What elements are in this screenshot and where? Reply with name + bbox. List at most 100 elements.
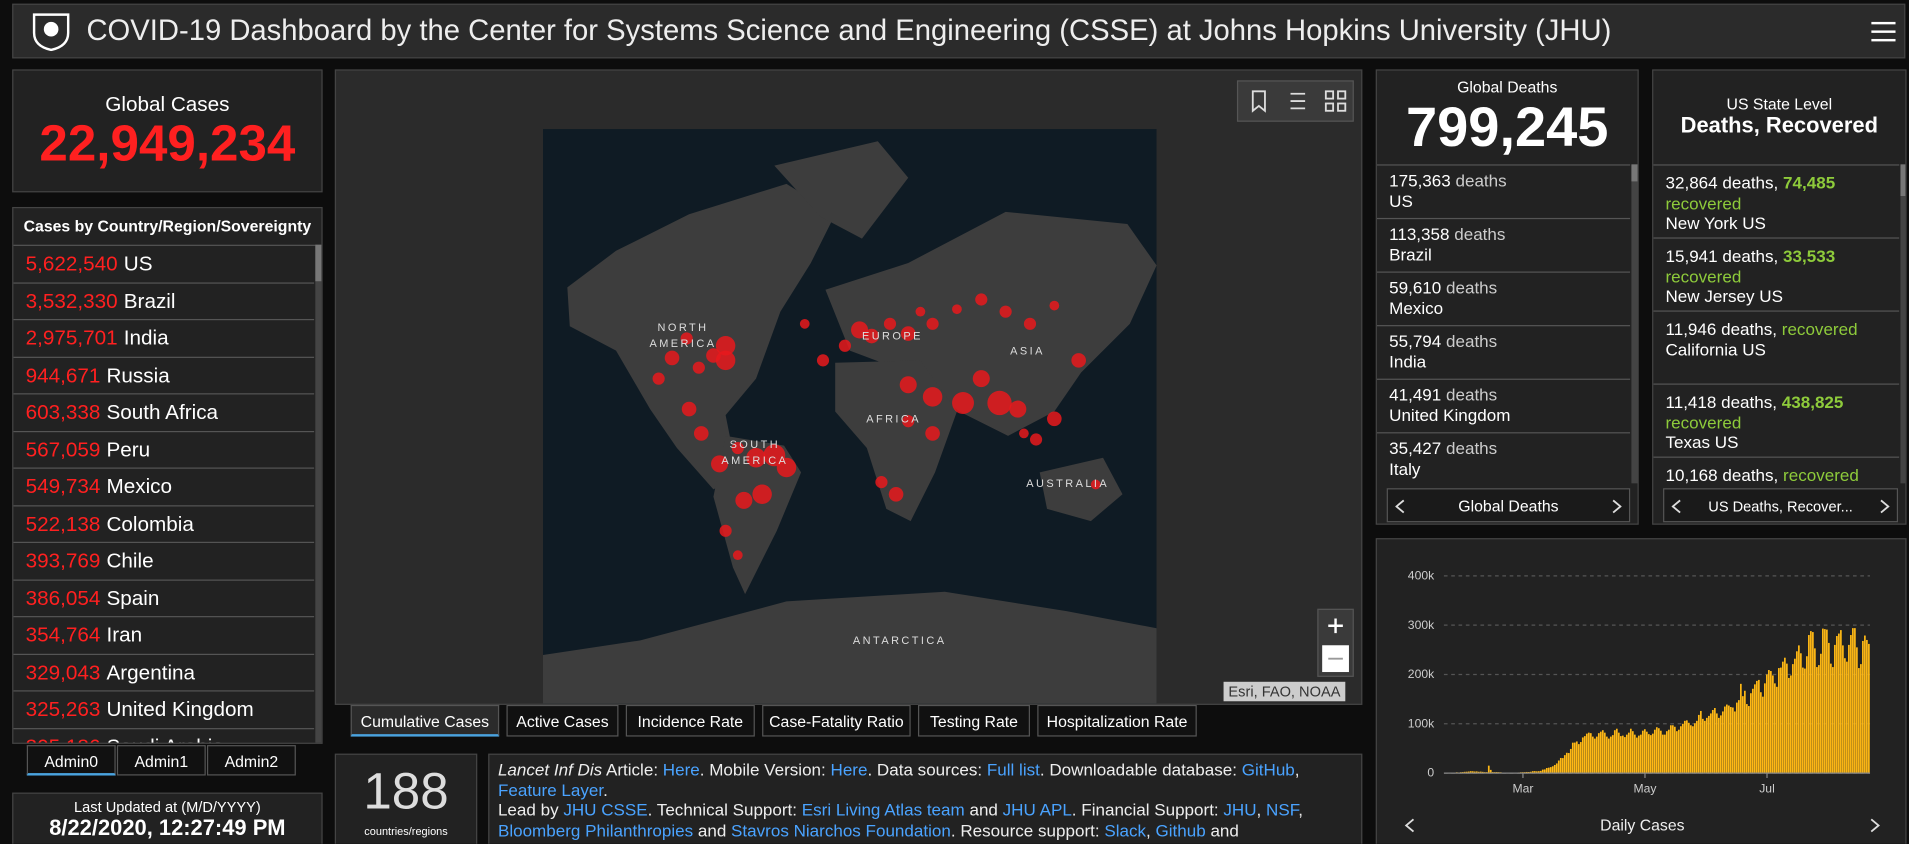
admin-tab[interactable]: Admin2: [206, 745, 296, 776]
country-row: 3,532,330 Brazil: [13, 283, 315, 321]
country-row: 944,671 Russia: [13, 357, 315, 395]
next-button[interactable]: [1880, 499, 1890, 514]
bar: [1631, 731, 1634, 774]
map-dot: [888, 486, 904, 502]
state-deaths-unit: deaths,: [1721, 392, 1778, 412]
bar: [1858, 668, 1860, 774]
global-deaths-value: 799,245: [1406, 94, 1609, 159]
bar: [1812, 632, 1814, 774]
deaths-row: 35,427 deaths Italy: [1377, 433, 1630, 484]
menu-button[interactable]: [1871, 19, 1896, 43]
info-text: ,: [1146, 819, 1156, 840]
bar: [1711, 709, 1714, 774]
state-recovered-unit: recovered: [1783, 465, 1859, 485]
bar: [1655, 727, 1658, 774]
map-label: ASIA: [1010, 344, 1045, 357]
map-labels: NORTH AMERICA EUROPE ASIA AFRICA SOUTH AMERI…: [543, 129, 1157, 704]
country-row: 5,622,540 US: [13, 246, 315, 284]
map-toolbar[interactable]: [1236, 80, 1354, 122]
scrollbar[interactable]: [315, 244, 322, 743]
map-dot: [972, 370, 990, 388]
info-link[interactable]: Here: [830, 759, 868, 780]
info-link[interactable]: JHU: [1223, 799, 1257, 820]
bar: [1641, 730, 1644, 774]
info-link[interactable]: Slack: [1104, 819, 1147, 840]
admin-tab[interactable]: Admin0: [26, 745, 116, 776]
info-link[interactable]: Stavros Niarchos Foundation: [731, 819, 951, 840]
bar: [1665, 731, 1668, 774]
map-label: EUROPE: [861, 329, 923, 343]
zoom-icons[interactable]: [1319, 610, 1353, 676]
map[interactable]: [542, 129, 1157, 705]
map-tool-icons[interactable]: [1238, 82, 1352, 121]
bar: [1677, 729, 1680, 774]
info-link[interactable]: Feature Layer: [497, 779, 604, 800]
country-count: 522,138: [25, 511, 101, 536]
bar: [1701, 718, 1704, 774]
scrollbar[interactable]: [1900, 164, 1906, 484]
map-tab[interactable]: Hospitalization Rate: [1037, 704, 1197, 737]
bar: [1661, 734, 1664, 774]
x-tick-label: May: [1633, 782, 1657, 796]
info-link[interactable]: GitHub: [1241, 759, 1295, 780]
deaths-row: 59,610 deaths Mexico: [1376, 273, 1631, 327]
prev-button[interactable]: [1671, 499, 1682, 514]
country-count: 3,532,330: [25, 289, 118, 313]
bar: [1695, 720, 1698, 774]
state-line: 10,168 deaths, recovered: [1665, 465, 1887, 484]
info-link[interactable]: Bloomberg Philanthropies: [497, 819, 694, 840]
map-attribution: Esri, FAO, NOAA: [1223, 681, 1346, 702]
bar: [1820, 653, 1822, 774]
state-row: 11,418 deaths, 438,825 recovered Texas US: [1653, 385, 1900, 458]
country-count: 305,186: [26, 735, 101, 743]
info-text: . Technical Support:: [647, 799, 802, 820]
info-link[interactable]: Full list: [986, 759, 1040, 780]
map-tab[interactable]: Active Cases: [506, 704, 619, 737]
map-dot: [900, 326, 916, 341]
info-link[interactable]: JHU APL: [1002, 799, 1072, 820]
info-link[interactable]: Here: [662, 759, 700, 780]
bar: [1591, 736, 1594, 774]
bar: [1619, 736, 1622, 774]
last-updated-panel: Last Updated at (M/D/YYYY) 8/22/2020, 12…: [12, 792, 323, 844]
map-tab[interactable]: Testing Rate: [917, 704, 1030, 737]
state-deaths: 11,946: [1665, 318, 1717, 339]
country-count: 329,043: [25, 660, 101, 684]
next-button[interactable]: [1870, 818, 1880, 833]
deaths-count: 175,363: [1389, 170, 1451, 190]
info-link[interactable]: Github: [1155, 819, 1206, 840]
bar: [1651, 733, 1654, 774]
info-link[interactable]: JHU CSSE: [563, 799, 648, 820]
bar: [1836, 636, 1838, 774]
bar: [1802, 667, 1804, 774]
bar: [1555, 763, 1558, 774]
deaths-line: 59,610 deaths: [1389, 278, 1618, 298]
map-tab[interactable]: Cumulative Cases: [350, 704, 500, 737]
prev-button[interactable]: [1404, 818, 1415, 833]
admin-tab[interactable]: Admin1: [116, 745, 206, 776]
info-text: ,: [1298, 799, 1303, 820]
next-button[interactable]: [1612, 499, 1622, 514]
info-link[interactable]: Esri Living Atlas team: [801, 799, 965, 820]
scrollbar[interactable]: [1631, 164, 1638, 484]
bar: [1691, 726, 1694, 774]
state-line: 15,941 deaths, 33,533 recovered: [1665, 246, 1887, 286]
bar: [1607, 738, 1610, 774]
zoom-control[interactable]: [1317, 608, 1354, 677]
bar: [1762, 696, 1764, 774]
global-cases-value: 22,949,234: [39, 114, 296, 172]
bar: [1557, 760, 1560, 774]
bar: [1559, 757, 1562, 774]
state-line: 11,946 deaths, recovered: [1665, 319, 1887, 339]
country-count: 549,734: [25, 474, 101, 498]
map-dot: [926, 317, 939, 330]
bar: [1605, 736, 1608, 774]
bar: [1569, 748, 1572, 774]
map-tab[interactable]: Case-Fatality Ratio: [762, 704, 911, 737]
info-link[interactable]: NSF: [1266, 799, 1299, 820]
prev-button[interactable]: [1395, 499, 1405, 514]
bar: [1623, 737, 1626, 774]
bar: [1637, 735, 1640, 774]
map-tab[interactable]: Incidence Rate: [625, 704, 755, 737]
bar: [1663, 734, 1666, 774]
